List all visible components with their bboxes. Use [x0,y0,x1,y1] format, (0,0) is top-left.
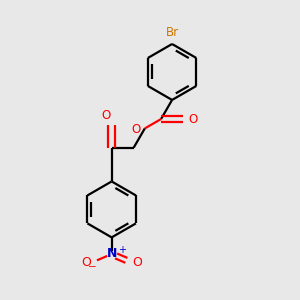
Text: O: O [131,123,140,136]
Text: +: + [118,245,126,255]
Text: O: O [188,112,198,126]
Text: −: − [88,262,96,272]
Text: Br: Br [166,26,178,39]
Text: O: O [132,256,142,269]
Text: N: N [106,247,117,260]
Text: O: O [81,256,91,269]
Text: O: O [101,109,110,122]
